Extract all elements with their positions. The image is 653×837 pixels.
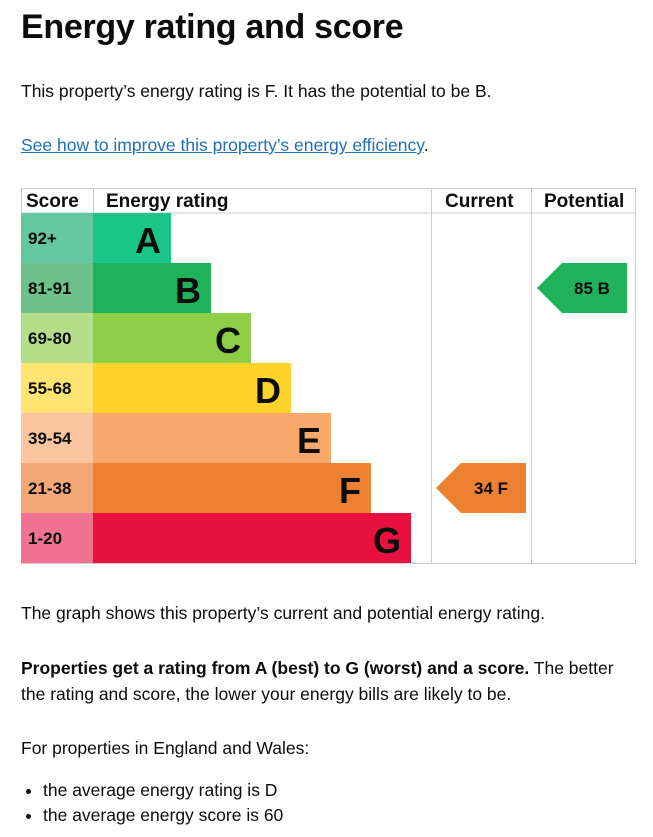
averages-list: the average energy rating is D the avera… <box>21 778 283 828</box>
average-score: the average energy score is 60 <box>43 803 283 828</box>
link-suffix: . <box>423 135 429 155</box>
rating-letter-G: G <box>373 520 401 561</box>
score-cell-D <box>21 363 93 413</box>
rating-bar-C <box>93 313 251 363</box>
score-range-C: 69-80 <box>28 329 71 348</box>
page-title: Energy rating and score <box>21 8 404 46</box>
rating-bar-B <box>93 263 211 313</box>
potential-arrow <box>537 263 627 313</box>
rating-letter-A: A <box>135 220 161 261</box>
score-range-G: 1-20 <box>28 529 62 548</box>
improve-paragraph: See how to improve this property’s energ… <box>21 132 429 158</box>
rating-bar-E <box>93 413 331 463</box>
rating-bar-D <box>93 363 291 413</box>
average-intro: For properties in England and Wales: <box>21 738 310 758</box>
score-range-F: 21-38 <box>28 479 71 498</box>
graph-note: The graph shows this property’s current … <box>21 603 546 623</box>
score-cell-E <box>21 413 93 463</box>
average-rating: the average energy rating is D <box>43 778 283 803</box>
current-arrow <box>436 463 526 513</box>
score-range-B: 81-91 <box>28 279 71 298</box>
rating-bar-A <box>93 213 171 263</box>
rating-bar-F <box>93 463 371 513</box>
header-energy-rating: Energy rating <box>106 191 228 212</box>
score-cell-B <box>21 263 93 313</box>
rating-explanation: Properties get a rating from A (best) to… <box>21 655 636 707</box>
score-range-A: 92+ <box>28 229 57 248</box>
score-cell-C <box>21 313 93 363</box>
rating-letter-B: B <box>175 270 201 311</box>
rating-letter-E: E <box>297 420 321 461</box>
score-range-E: 39-54 <box>28 429 72 448</box>
score-cell-G <box>21 513 93 563</box>
current-label: 34 F <box>474 479 508 498</box>
header-potential: Potential <box>544 191 624 212</box>
energy-rating-chart: Score Energy rating Current Potential 92+ A 81… <box>21 188 636 564</box>
intro-text: This property’s energy rating is F. It h… <box>21 81 492 101</box>
score-cell-F <box>21 463 93 513</box>
rating-rest: The better the rating and score, the low… <box>21 658 614 704</box>
score-cell-A <box>21 213 93 263</box>
rating-letter-D: D <box>255 370 281 411</box>
rating-letter-F: F <box>339 470 361 511</box>
potential-label: 85 B <box>574 279 610 298</box>
score-range-D: 55-68 <box>28 379 71 398</box>
header-current: Current <box>445 191 514 212</box>
header-score: Score <box>26 191 79 212</box>
improve-link[interactable]: See how to improve this property’s energ… <box>21 135 424 155</box>
rating-bar-G <box>93 513 411 563</box>
rating-letter-C: C <box>215 320 241 361</box>
rating-bold: Properties get a rating from A (best) to… <box>21 658 530 678</box>
